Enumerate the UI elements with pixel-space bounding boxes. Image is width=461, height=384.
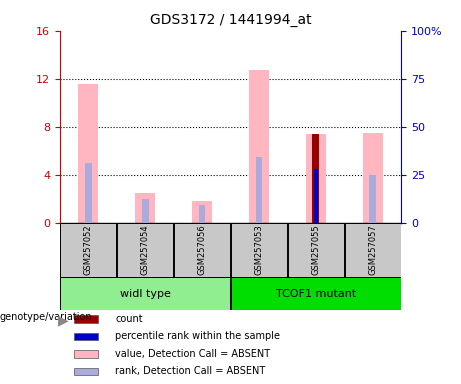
Bar	[78, 84, 98, 223]
Bar	[249, 70, 269, 223]
Bar	[74, 315, 98, 323]
Bar	[306, 134, 326, 223]
Bar	[60, 277, 230, 310]
Bar	[74, 350, 98, 358]
Bar	[60, 223, 116, 277]
Bar	[231, 223, 287, 277]
Text: percentile rank within the sample: percentile rank within the sample	[115, 331, 280, 341]
Text: widl type: widl type	[120, 289, 171, 299]
Text: GSM257057: GSM257057	[368, 225, 377, 275]
Bar	[255, 157, 262, 223]
Text: GSM257056: GSM257056	[198, 225, 207, 275]
Bar	[369, 175, 376, 223]
Text: rank, Detection Call = ABSENT: rank, Detection Call = ABSENT	[115, 366, 265, 376]
Bar	[74, 333, 98, 340]
Text: genotype/variation: genotype/variation	[0, 312, 93, 322]
Text: GSM257053: GSM257053	[254, 225, 263, 275]
Bar	[363, 133, 383, 223]
Bar	[118, 223, 173, 277]
Bar	[74, 368, 98, 375]
Text: GSM257052: GSM257052	[84, 225, 93, 275]
Text: GSM257054: GSM257054	[141, 225, 150, 275]
Text: ▶: ▶	[58, 314, 68, 328]
Bar	[288, 223, 343, 277]
Text: value, Detection Call = ABSENT: value, Detection Call = ABSENT	[115, 349, 270, 359]
Title: GDS3172 / 1441994_at: GDS3172 / 1441994_at	[150, 13, 311, 27]
Text: count: count	[115, 314, 142, 324]
Bar	[135, 193, 155, 223]
Bar	[174, 223, 230, 277]
Bar	[199, 205, 206, 223]
Bar	[192, 201, 212, 223]
Text: TCOF1 mutant: TCOF1 mutant	[276, 289, 356, 299]
Bar	[313, 171, 319, 223]
Bar	[142, 199, 148, 223]
Bar	[85, 163, 92, 223]
Bar	[231, 277, 401, 310]
Bar	[345, 223, 401, 277]
Bar	[313, 134, 319, 223]
Text: GSM257055: GSM257055	[311, 225, 320, 275]
Bar	[314, 169, 318, 223]
